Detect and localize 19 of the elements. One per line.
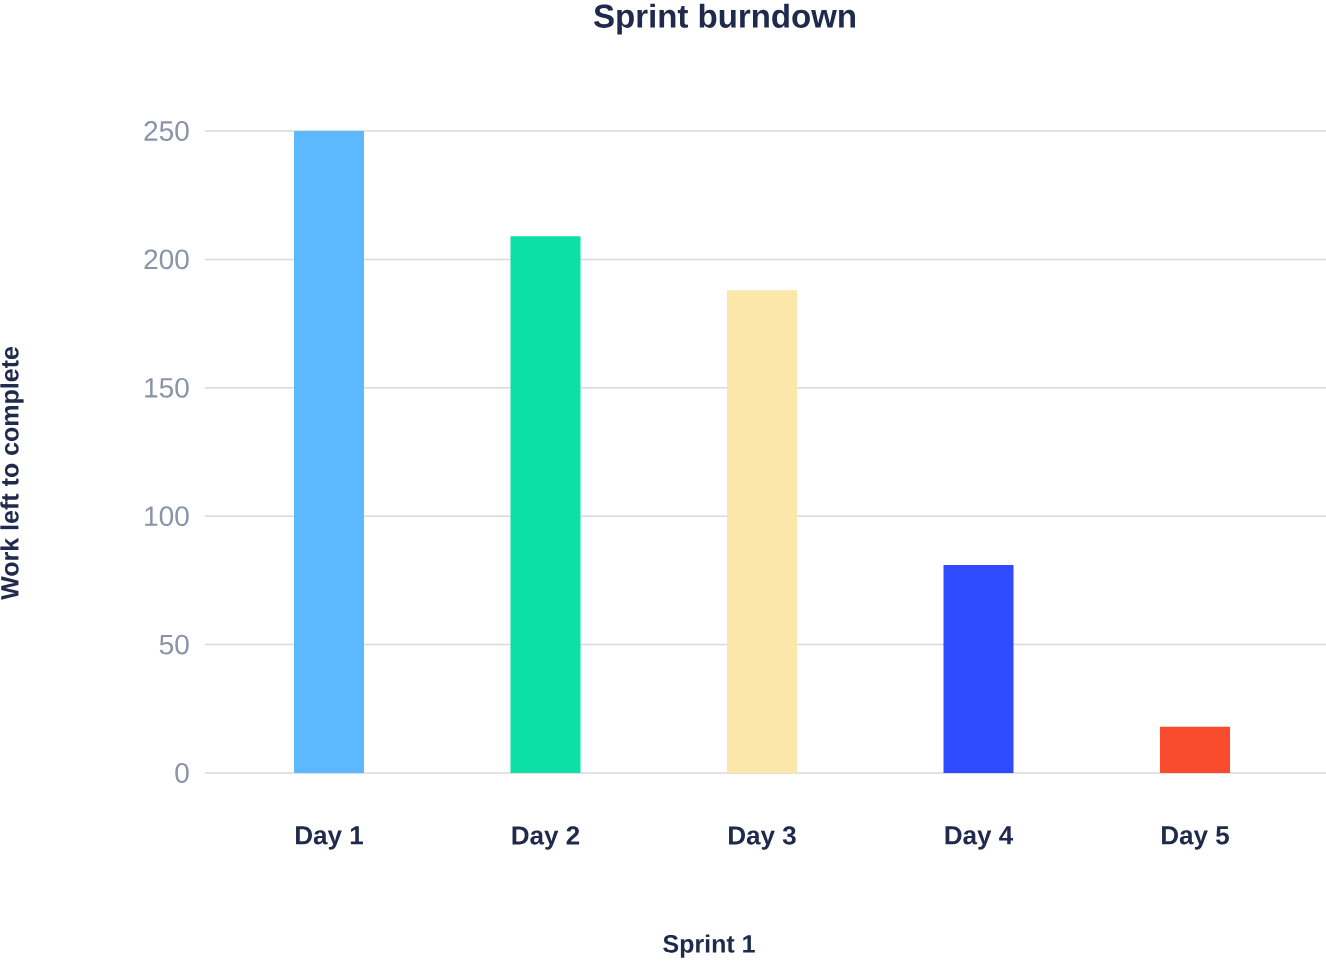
y-tick-label: 0 — [175, 763, 189, 783]
y-tick-label: 50 — [159, 634, 189, 655]
bar — [727, 290, 798, 773]
x-axis-title: Sprint 1 — [663, 934, 755, 958]
bar — [1160, 726, 1231, 773]
y-tick-label: 200 — [144, 249, 189, 270]
y-tick-label: 100 — [145, 506, 189, 527]
x-tick-label: Day 5 — [1162, 826, 1229, 850]
chart-title: Sprint burndown — [594, 3, 855, 35]
y-tick-label: 250 — [144, 121, 189, 141]
y-axis-title: Work left to complete — [0, 346, 24, 600]
x-tick-label: Day 4 — [945, 826, 1014, 850]
y-tick-label: 150 — [145, 377, 189, 398]
bar — [510, 236, 581, 773]
x-tick-label: Day 2 — [512, 826, 580, 850]
bar — [943, 564, 1014, 773]
bar — [293, 130, 364, 773]
x-tick-label: Day 3 — [729, 826, 796, 850]
x-tick-label: Day 1 — [296, 826, 363, 850]
